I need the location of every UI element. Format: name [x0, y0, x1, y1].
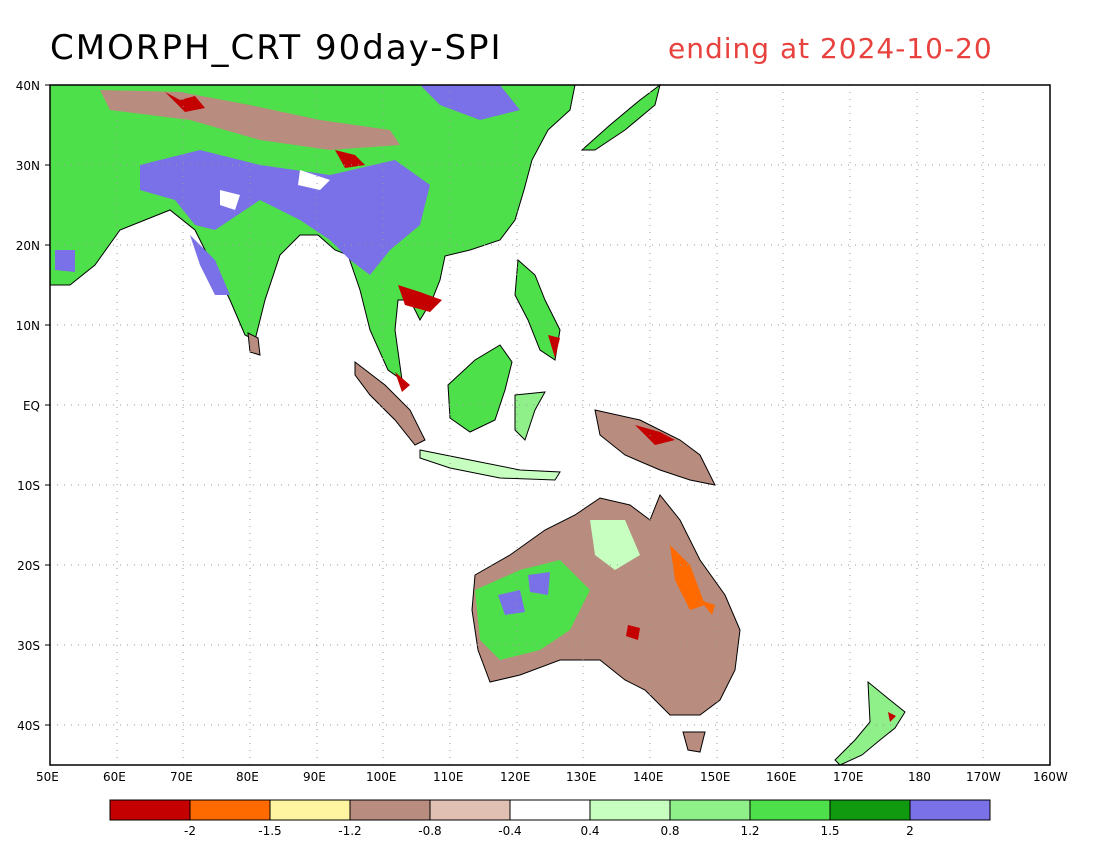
legend-swatch: [589, 799, 671, 821]
legend-swatch: [669, 799, 751, 821]
legend-label: 1.5: [820, 824, 840, 838]
tasmania-landmass: [682, 731, 706, 753]
legend-swatch: [749, 799, 831, 821]
legend-label: 0.4: [580, 824, 600, 838]
lat-label-20n: 20N: [15, 239, 40, 253]
lon-label-70e: 70E: [170, 770, 193, 784]
legend-label: -1.2: [338, 824, 362, 838]
lat-label-40n: 40N: [15, 79, 40, 93]
legend-label: -2: [184, 824, 196, 838]
new-zealand-landmass: [834, 680, 906, 766]
sri-lanka-landmass: [247, 332, 261, 356]
philippines-landmass: [514, 258, 561, 361]
lon-label-130e: 130E: [566, 770, 597, 784]
lat-label-30n: 30N: [15, 159, 40, 173]
legend-colorbar: [109, 799, 991, 821]
lon-label-160e: 160E: [766, 770, 797, 784]
lat-label-10s: 10S: [17, 479, 40, 493]
borneo-landmass: [447, 344, 513, 433]
lon-label-170w: 170W: [966, 770, 1001, 784]
legend-label: -0.4: [498, 824, 522, 838]
map-subtitle: ending at 2024-10-20: [668, 32, 993, 65]
legend-swatch: [269, 799, 351, 821]
lon-label-150e: 150E: [700, 770, 731, 784]
lat-label-30s: 30S: [17, 639, 40, 653]
legend-label: -0.8: [418, 824, 442, 838]
lon-label-60e: 60E: [103, 770, 126, 784]
legend-label: 2: [906, 824, 914, 838]
lon-label-110e: 110E: [433, 770, 464, 784]
lon-label-180: 180: [908, 770, 931, 784]
map-frame: [49, 84, 1051, 766]
legend-label: 1.2: [740, 824, 760, 838]
legend-swatch: [109, 799, 191, 821]
lon-label-120e: 120E: [500, 770, 531, 784]
sulawesi-landmass: [514, 391, 546, 441]
lon-label-170e: 170E: [833, 770, 864, 784]
japan-landmass: [580, 83, 661, 151]
lon-label-140e: 140E: [633, 770, 664, 784]
lat-label-10n: 10N: [15, 319, 40, 333]
legend-label: 0.8: [660, 824, 680, 838]
new-guinea-landmass: [594, 409, 716, 486]
java-landmass: [419, 449, 561, 481]
legend-swatch: [429, 799, 511, 821]
legend-label: -1.5: [258, 824, 282, 838]
legend-swatch: [509, 799, 591, 821]
legend-swatch: [909, 799, 991, 821]
lat-label-eq: EQ: [22, 399, 40, 413]
legend-swatch: [829, 799, 911, 821]
lon-label-80e: 80E: [236, 770, 259, 784]
lon-label-100e: 100E: [366, 770, 397, 784]
sumatra-landmass: [354, 360, 426, 446]
lon-label-90e: 90E: [303, 770, 326, 784]
map-title: CMORPH_CRT 90day-SPI: [50, 28, 503, 68]
lon-label-50e: 50E: [36, 770, 59, 784]
lat-label-20s: 20S: [17, 559, 40, 573]
lon-label-160w: 160W: [1033, 770, 1068, 784]
legend-swatch: [349, 799, 431, 821]
legend-swatch: [189, 799, 271, 821]
graticule: [50, 85, 1050, 765]
lat-label-40s: 40S: [17, 719, 40, 733]
